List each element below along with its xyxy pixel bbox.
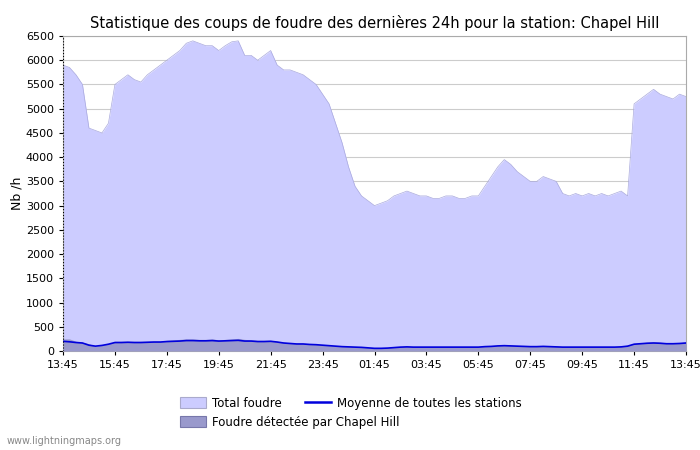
Y-axis label: Nb /h: Nb /h [10, 177, 23, 210]
Text: www.lightningmaps.org: www.lightningmaps.org [7, 436, 122, 446]
Text: Heure: Heure [699, 382, 700, 396]
Title: Statistique des coups de foudre des dernières 24h pour la station: Chapel Hill: Statistique des coups de foudre des dern… [90, 15, 659, 31]
Legend: Foudre détectée par Chapel Hill: Foudre détectée par Chapel Hill [175, 411, 404, 433]
